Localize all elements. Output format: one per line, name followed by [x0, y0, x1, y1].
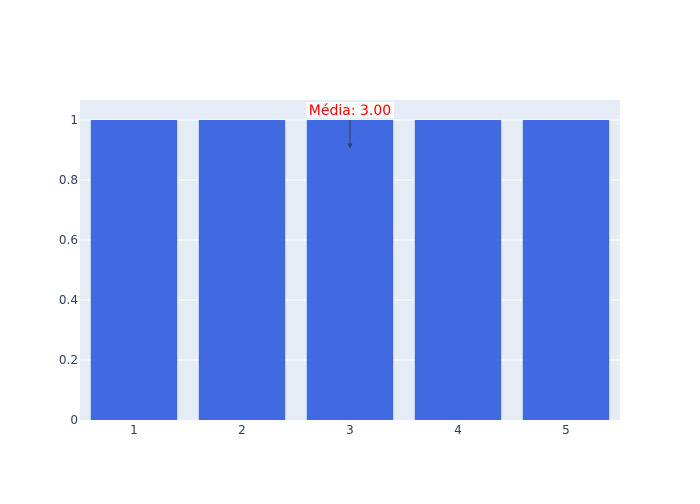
x-axis-ticks: 1 2 3 4 5 — [130, 423, 570, 437]
y-tick-label: 0 — [70, 413, 78, 427]
y-tick-label: 0.8 — [59, 173, 78, 187]
y-axis-ticks: 0 0.2 0.4 0.6 0.8 1 — [59, 113, 78, 427]
bar-4 — [414, 120, 502, 421]
annotation-label: Média: 3.00 — [309, 103, 391, 119]
bar-1 — [90, 120, 178, 421]
bar-2 — [198, 120, 286, 421]
x-tick-label: 5 — [562, 423, 570, 437]
bar-3 — [306, 120, 394, 421]
annotation-background — [306, 102, 394, 119]
y-tick-label: 1 — [70, 113, 78, 127]
y-tick-label: 0.4 — [59, 293, 78, 307]
y-tick-label: 0.2 — [59, 353, 78, 367]
x-tick-label: 3 — [346, 423, 354, 437]
x-tick-label: 4 — [454, 423, 462, 437]
x-tick-label: 2 — [238, 423, 246, 437]
mean-annotation: Média: 3.00 — [306, 102, 394, 149]
y-tick-label: 0.6 — [59, 233, 78, 247]
bar-5 — [522, 120, 610, 421]
bars — [90, 120, 610, 421]
x-tick-label: 1 — [130, 423, 138, 437]
